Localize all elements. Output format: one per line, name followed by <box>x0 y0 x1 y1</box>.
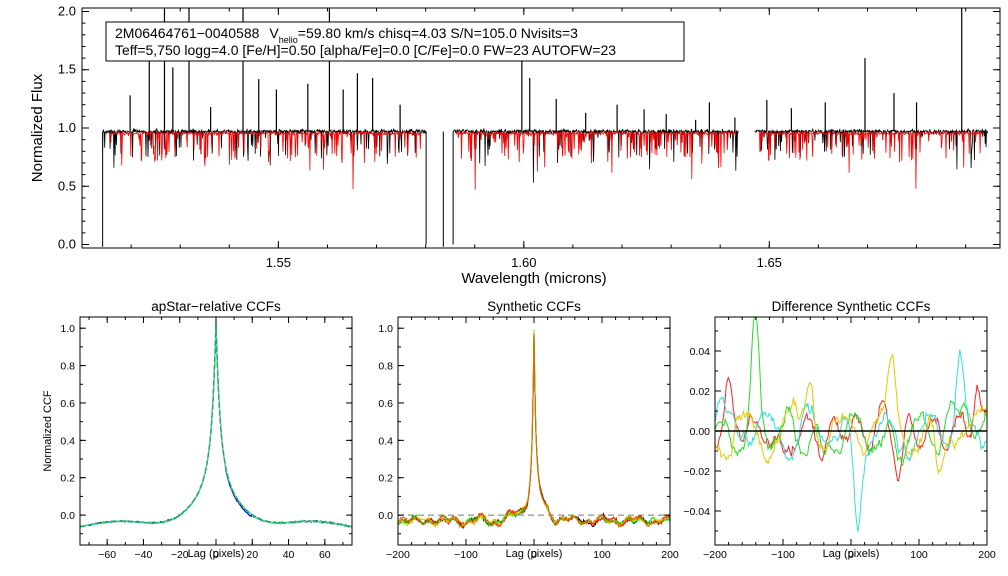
y-tick-label: 0.02 <box>690 386 711 398</box>
apstar-ccf-series-group <box>79 321 353 528</box>
synthetic-ccf-series-ccf-yellow <box>397 330 671 528</box>
spectrum-series-model <box>108 130 984 190</box>
y-tick-label: 1.0 <box>58 120 76 135</box>
x-tick-label: −100 <box>771 549 795 561</box>
x-tick-label: 0 <box>213 549 219 561</box>
x-tick-label: −200 <box>386 549 410 561</box>
x-tick-label: 1.60 <box>511 255 536 270</box>
annotation-line-1-rest: =59.80 km/s chisq=4.03 S/N=105.0 Nvisits… <box>298 25 578 41</box>
apstar-ccf-series-ccf-3 <box>79 322 353 528</box>
difference-ccf-panel: Difference Synthetic CCFs −200 −100 0 100 20… <box>683 299 995 561</box>
y-tick-label: 0.0 <box>60 510 75 522</box>
spectrum-annotation-line-1: 2M06464761−0040588 Vhelio=59.80 km/s chis… <box>115 25 578 45</box>
y-tick-label: 0.04 <box>690 346 711 358</box>
difference-ccf-series-group <box>714 316 987 532</box>
difference-ccf-ticks: −200 −100 0 100 200 −0.04 −0.02 0.00 0.02 0.04 <box>683 317 996 561</box>
difference-ccf-series-diff-red <box>714 376 987 482</box>
difference-ccf-series-diff-yellow <box>714 352 987 475</box>
y-tick-label: −0.04 <box>683 506 710 518</box>
y-tick-label: −0.02 <box>683 466 710 478</box>
apstar-ccf-panel: apStar−relative CCFs −60 −40 −20 0 20 40 60 0.0… <box>42 299 353 561</box>
x-tick-label: 0 <box>531 549 537 561</box>
y-tick-label: 0.8 <box>60 361 75 373</box>
synthetic-ccf-series-ccf-orange <box>397 333 671 529</box>
y-tick-label: 0.4 <box>378 435 393 447</box>
apstar-ccf-reference-dashed <box>79 322 353 528</box>
spectrum-series-observed <box>102 127 989 183</box>
apstar-ccf-x-axis-label: Lag (pixels) <box>188 548 245 560</box>
spectrum-ticks: 1.55 1.60 1.65 0.0 0.5 1.0 1.5 2.0 <box>58 3 1000 270</box>
x-tick-label: 1.65 <box>757 255 782 270</box>
y-tick-label: 0.00 <box>690 426 711 438</box>
x-tick-label: 200 <box>978 549 996 561</box>
synthetic-ccf-title: Synthetic CCFs <box>487 299 581 314</box>
apstar-ccf-title: apStar−relative CCFs <box>151 299 281 314</box>
x-tick-label: −20 <box>171 549 189 561</box>
y-tick-label: 1.5 <box>58 62 76 77</box>
y-tick-label: 0.6 <box>60 398 75 410</box>
y-tick-label: 0.6 <box>378 398 393 410</box>
annotation-v-subscript: helio <box>279 35 298 45</box>
apstar-ccf-series-ccf-2 <box>79 321 353 528</box>
apstar-ccf-series-ccf-4 <box>80 322 353 528</box>
synthetic-ccf-series-group <box>397 329 671 530</box>
y-tick-label: 0.2 <box>378 473 393 485</box>
x-tick-label: 60 <box>319 549 331 561</box>
apstar-ccf-plot-frame <box>79 316 353 546</box>
spectrum-annotation-line-2: Teff=5,750 logg=4.0 [Fe/H]=0.50 [alpha/F… <box>115 42 616 58</box>
x-tick-label: 200 <box>661 549 679 561</box>
x-tick-label: 40 <box>283 549 295 561</box>
spectrum-y-axis-label: Normalized Flux <box>29 73 46 182</box>
x-tick-label: 20 <box>246 549 258 561</box>
y-tick-label: 1.0 <box>378 323 393 335</box>
x-tick-label: −60 <box>98 549 116 561</box>
difference-ccf-title: Difference Synthetic CCFs <box>772 299 931 314</box>
y-tick-label: 0.4 <box>60 435 75 447</box>
annotation-v-label: V <box>269 25 279 41</box>
y-tick-label: 0.0 <box>378 510 393 522</box>
apstar-ccf-y-axis-label: Normalized CCF <box>42 390 54 472</box>
synthetic-ccf-panel: Synthetic CCFs −200 −100 0 100 200 0.0 0.2 0.4 0… <box>378 299 679 561</box>
difference-ccf-series-diff-green <box>714 316 987 466</box>
apstar-ccf-ticks: −60 −40 −20 0 20 40 60 0.0 0.2 0.4 0.6 0.8 1.0 <box>60 317 352 561</box>
x-tick-label: 100 <box>593 549 611 561</box>
synthetic-ccf-x-axis-label: Lag (pixels) <box>506 548 563 560</box>
x-tick-label: −200 <box>703 549 727 561</box>
spectrum-x-axis-label: Wavelength (microns) <box>461 270 606 287</box>
x-tick-label: −40 <box>135 549 153 561</box>
difference-ccf-x-axis-label: Lag (pixels) <box>823 548 880 560</box>
spectrum-panel: 1.55 1.60 1.65 0.0 0.5 1.0 1.5 2.0 2M06464761−0… <box>29 3 1001 287</box>
y-tick-label: 1.0 <box>60 323 75 335</box>
annotation-star-id: 2M06464761−0040588 <box>115 25 260 41</box>
x-tick-label: 0 <box>848 549 854 561</box>
x-tick-label: 100 <box>910 549 928 561</box>
spectrum-annotation-box <box>105 21 685 62</box>
x-tick-label: 1.55 <box>266 255 291 270</box>
y-tick-label: 0.2 <box>60 473 75 485</box>
x-tick-label: −100 <box>454 549 478 561</box>
y-tick-label: 2.0 <box>58 3 76 18</box>
y-tick-label: 0.5 <box>58 178 76 193</box>
apstar-ccf-series-ccf-1 <box>80 322 353 528</box>
difference-ccf-series-diff-cyan <box>714 349 987 532</box>
synthetic-ccf-ticks: −200 −100 0 100 200 0.0 0.2 0.4 0.6 0.8 1.0 <box>378 317 679 561</box>
y-tick-label: 0.8 <box>378 361 393 373</box>
y-tick-label: 0.0 <box>58 237 76 252</box>
